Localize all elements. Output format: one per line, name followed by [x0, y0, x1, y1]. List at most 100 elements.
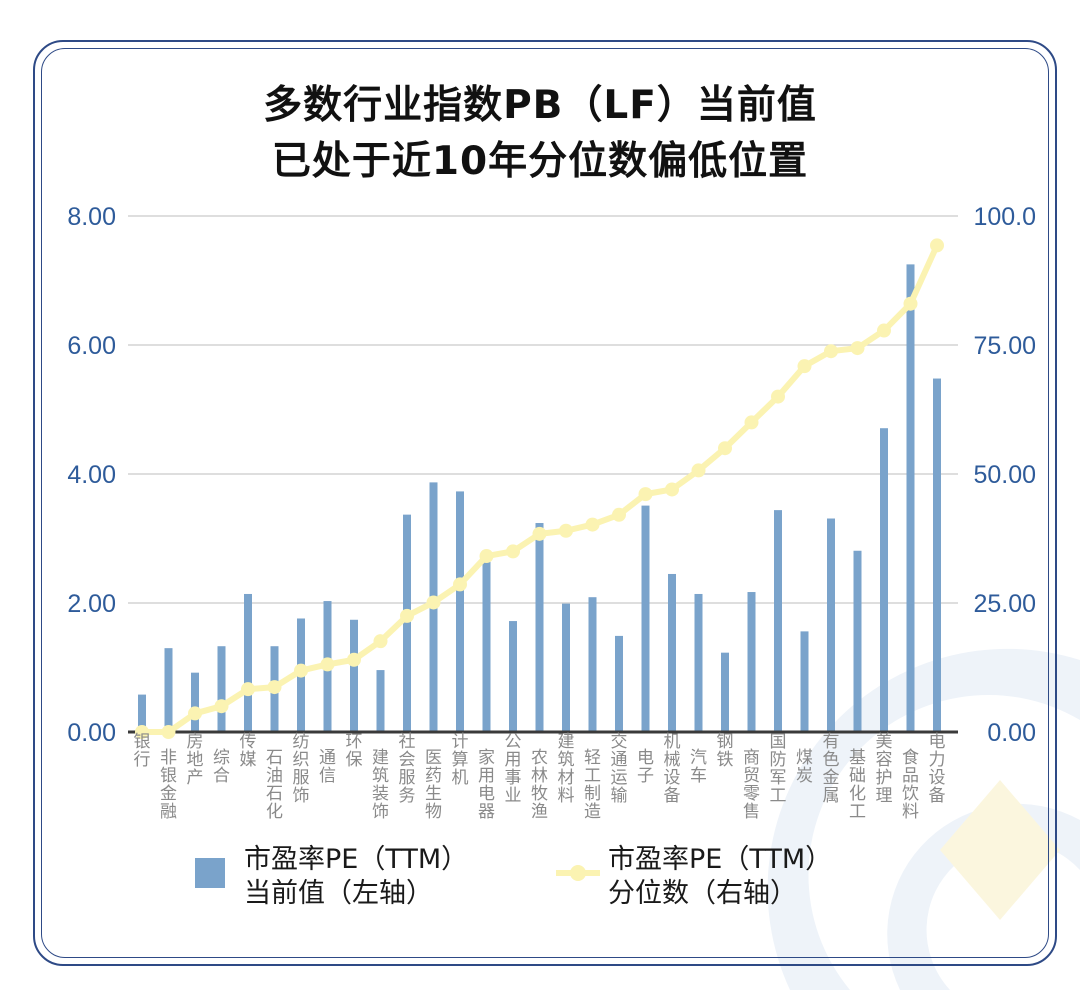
- category-label: 食品饮料: [902, 748, 919, 822]
- bar: [482, 558, 491, 732]
- left-axis-tick-label: 8.00: [67, 203, 116, 231]
- category-label: 银行: [134, 732, 151, 770]
- left-axis-tick-label: 0.00: [67, 719, 116, 747]
- category-label: 国防军工: [770, 732, 787, 806]
- bar: [694, 593, 703, 732]
- category-label: 有色金属: [823, 732, 840, 806]
- line-point: [665, 482, 679, 497]
- category-label: 房地产: [187, 732, 204, 788]
- bar: [668, 573, 676, 732]
- line-point: [930, 238, 944, 253]
- line-point: [691, 463, 706, 478]
- line-point: [559, 523, 573, 538]
- line-point: [824, 344, 838, 359]
- category-label: 钢铁: [717, 732, 734, 770]
- line-point: [638, 487, 653, 502]
- right-axis-tick-label: 75.00: [973, 332, 1036, 360]
- line-point: [241, 682, 255, 697]
- line-point: [188, 706, 202, 721]
- legend-bar-swatch: [195, 858, 225, 888]
- bar: [853, 550, 862, 732]
- bar: [562, 603, 570, 732]
- category-label: 通信: [319, 748, 336, 786]
- bar: [138, 694, 146, 732]
- category-label: 煤炭: [796, 748, 813, 786]
- category-label: 公用事业: [505, 732, 522, 806]
- line-point: [585, 517, 600, 532]
- bar: [906, 264, 915, 732]
- category-label: 美容护理: [876, 732, 893, 806]
- right-axis-tick-label: 100.0: [973, 203, 1036, 231]
- line-point: [718, 441, 732, 456]
- legend-line-label-line2: 分位数（右轴）: [608, 878, 797, 909]
- category-label: 交通运输: [611, 732, 628, 806]
- bar: [588, 597, 597, 732]
- bar: [350, 619, 358, 732]
- category-label: 综合: [213, 748, 230, 786]
- chart-frame-outer: [33, 40, 1057, 966]
- line-point: [612, 507, 626, 522]
- category-label: 计算机: [452, 732, 469, 788]
- legend-line-swatch: [556, 865, 600, 881]
- bar: [191, 672, 199, 732]
- legend-line-label-line1: 市盈率PE（TTM）: [608, 844, 833, 875]
- line-point: [135, 725, 149, 739]
- line-point: [797, 359, 812, 374]
- line-point: [453, 577, 467, 592]
- bar: [376, 670, 385, 732]
- right-axis-tick-label: 50.00: [973, 461, 1036, 489]
- category-label: 纺织服饰: [293, 732, 310, 806]
- bar: [933, 378, 941, 732]
- legend-bar-entry: 市盈率PE（TTM） 当前值（左轴）: [244, 843, 468, 911]
- category-label: 农林牧渔: [531, 748, 548, 822]
- line-point: [744, 415, 759, 430]
- category-label: 电力设备: [929, 732, 946, 806]
- bar: [509, 621, 517, 732]
- bar: [774, 510, 782, 732]
- bar: [615, 635, 623, 732]
- bar: [827, 518, 835, 732]
- category-label: 建筑材料: [558, 732, 575, 806]
- right-axis-tick-label: 0.00: [987, 719, 1036, 747]
- bar: [456, 491, 464, 732]
- bar: [535, 523, 544, 732]
- category-label: 汽车: [690, 748, 707, 786]
- right-axis-tick-label: 25.00: [973, 590, 1036, 618]
- line-point: [479, 549, 494, 564]
- category-label: 传媒: [240, 732, 257, 770]
- left-axis-tick-label: 4.00: [67, 461, 116, 489]
- line-point: [347, 652, 361, 667]
- legend-bar-label-line2: 当前值（左轴）: [244, 878, 433, 909]
- line-point: [771, 389, 785, 404]
- category-label: 非银金融: [160, 748, 177, 822]
- bar: [747, 592, 756, 732]
- bar: [721, 652, 729, 732]
- legend-line-entry: 市盈率PE（TTM） 分位数（右轴）: [608, 843, 832, 911]
- category-label: 石油石化: [266, 748, 283, 822]
- category-label: 社会服务: [399, 732, 416, 806]
- line-point: [294, 663, 308, 678]
- category-label: 环保: [346, 732, 363, 770]
- line-point: [506, 544, 520, 559]
- line-point: [426, 595, 441, 610]
- category-label: 商贸零售: [743, 748, 760, 822]
- legend-bar-label-line1: 市盈率PE（TTM）: [244, 844, 469, 875]
- bar: [403, 514, 411, 732]
- bar: [641, 505, 650, 732]
- left-axis-tick-label: 6.00: [67, 332, 116, 360]
- chart-frame-inner: [41, 48, 1049, 958]
- line-point: [161, 725, 176, 739]
- left-axis-tick-label: 2.00: [67, 590, 116, 618]
- line-point: [320, 657, 335, 672]
- category-label: 轻工制造: [584, 748, 601, 822]
- bar: [217, 646, 226, 732]
- line-point: [400, 608, 414, 623]
- line-point: [877, 323, 891, 338]
- line-point: [373, 634, 388, 649]
- line-point: [267, 680, 282, 695]
- bar: [244, 593, 252, 732]
- chart-title-line1: 多数行业指数PB（LF）当前值: [263, 83, 817, 128]
- line-point: [214, 699, 229, 714]
- category-label: 电子: [637, 748, 654, 786]
